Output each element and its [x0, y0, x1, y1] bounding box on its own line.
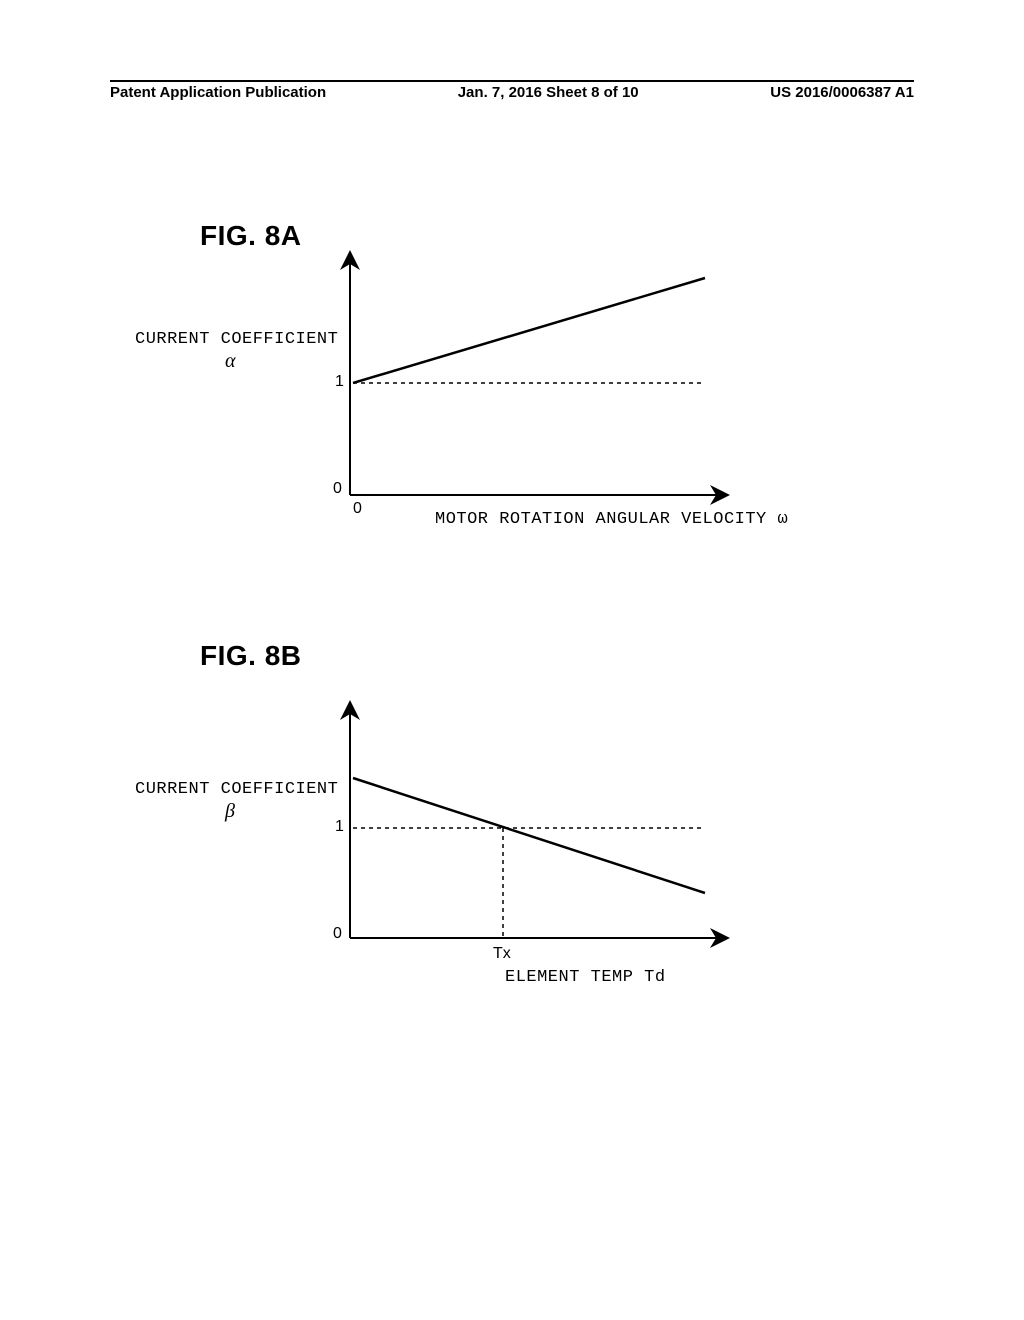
- page-header: Patent Application Publication Jan. 7, 2…: [110, 84, 914, 101]
- fig-8b-chart: CURRENT COEFFICIENT β 1 0 Tx ELEMENT TEM…: [350, 710, 910, 1010]
- fig-8b-label: FIG. 8B: [200, 640, 302, 672]
- fig-8a-ylabel: CURRENT COEFFICIENT: [135, 330, 338, 349]
- fig-8a-xlabel: MOTOR ROTATION ANGULAR VELOCITY ω: [435, 510, 788, 529]
- fig-8a-chart: CURRENT COEFFICIENT α 1 0 0 MOTOR ROTATI…: [350, 260, 910, 560]
- fig-8a-tick-0y: 0: [333, 480, 342, 498]
- fig-8b-svg: [350, 710, 750, 960]
- fig-8b-tick-tx: Tx: [493, 945, 511, 963]
- fig-8a-svg: [350, 260, 750, 510]
- fig-8a-label: FIG. 8A: [200, 220, 302, 252]
- fig-8b-ylabel: CURRENT COEFFICIENT: [135, 780, 338, 799]
- header-left: Patent Application Publication: [110, 84, 326, 101]
- fig-8b-tick-0y: 0: [333, 925, 342, 943]
- fig-8a-ysymbol: α: [225, 350, 236, 373]
- alpha-line: [353, 278, 705, 383]
- header-right: US 2016/0006387 A1: [770, 84, 914, 101]
- fig-8a-tick-1: 1: [335, 373, 344, 391]
- beta-line: [353, 778, 705, 893]
- fig-8a-tick-0x: 0: [353, 500, 362, 518]
- fig-8b-xlabel: ELEMENT TEMP Td: [505, 968, 666, 987]
- fig-8b-ysymbol: β: [225, 800, 235, 823]
- fig-8b-tick-1: 1: [335, 818, 344, 836]
- header-center: Jan. 7, 2016 Sheet 8 of 10: [458, 84, 639, 101]
- header-rule: [110, 80, 914, 82]
